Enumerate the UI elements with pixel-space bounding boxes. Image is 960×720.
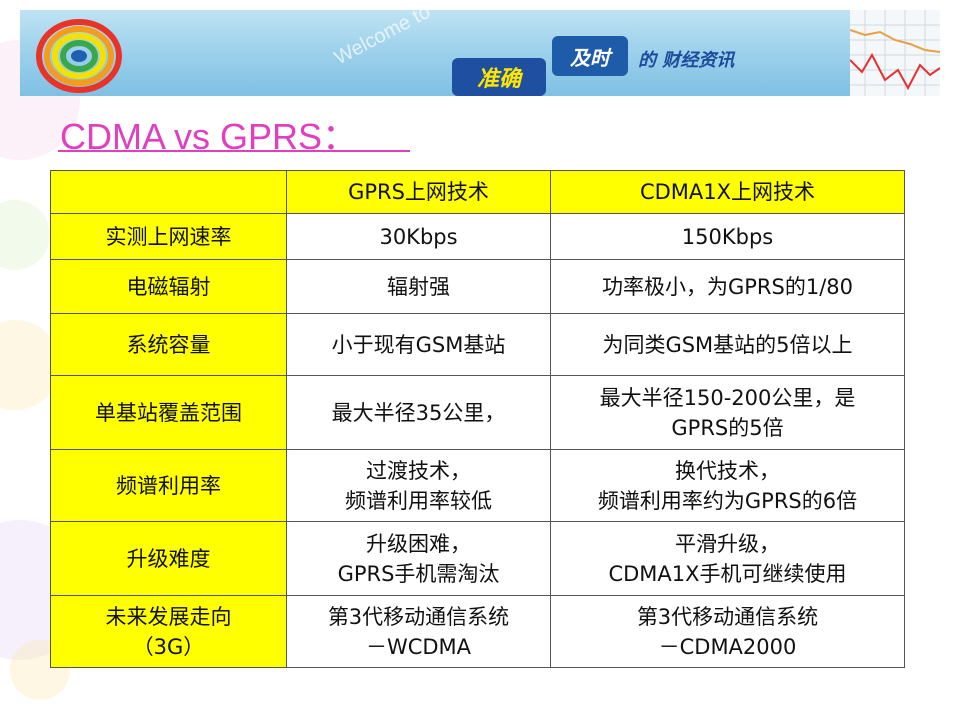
gprs-value-cell: 辐射强 xyxy=(286,259,551,314)
title-underline xyxy=(58,150,410,152)
badge-accurate: 准确 xyxy=(452,58,546,96)
cell-text-line: 功率极小，为GPRS的1/80 xyxy=(601,274,853,299)
cell-text-line: 频谱利用率 xyxy=(116,473,221,498)
gprs-value-cell: 第3代移动通信系统 －WCDMA xyxy=(286,595,551,668)
cell-text-line: 升级困难， xyxy=(366,531,471,556)
cell-text-line: 最大半径150-200公里，是 xyxy=(599,385,856,410)
cell-text-line: 30Kbps xyxy=(379,224,458,249)
cdma-value-cell: 平滑升级， CDMA1X手机可继续使用 xyxy=(550,521,905,596)
cdma-value-cell: 为同类GSM基站的5倍以上 xyxy=(550,313,905,376)
comparison-table: GPRS上网技术 CDMA1X上网技术 实测上网速率 30Kbps 150Kbps 电… xyxy=(50,170,905,668)
header-cell-empty xyxy=(50,170,287,214)
cell-text-line: 过渡技术， xyxy=(366,458,471,483)
cell-text-line: 升级难度 xyxy=(126,546,211,571)
table-row: 频谱利用率 过渡技术， 频谱利用率较低 换代技术， 频谱利用率约为GPRS的6倍 xyxy=(50,449,905,522)
table-row: 实测上网速率 30Kbps 150Kbps xyxy=(50,213,905,260)
table-row: 电磁辐射 辐射强 功率极小，为GPRS的1/80 xyxy=(50,259,905,314)
cdma-value-cell: 最大半径150-200公里，是 GPRS的5倍 xyxy=(550,375,905,450)
cell-text-line: 频谱利用率约为GPRS的6倍 xyxy=(597,488,858,513)
cell-text-line: －CDMA2000 xyxy=(658,634,797,659)
cell-text-line: 小于现有GSM基站 xyxy=(331,332,506,357)
gprs-value-cell: 升级困难， GPRS手机需淘汰 xyxy=(286,521,551,596)
table-header-row: GPRS上网技术 CDMA1X上网技术 xyxy=(50,170,905,214)
cell-text-line: （3G） xyxy=(132,634,205,659)
gprs-value-cell: 30Kbps xyxy=(286,213,551,260)
cell-text-line: 系统容量 xyxy=(126,332,211,357)
cell-text-line: －WCDMA xyxy=(365,634,472,659)
cdma-value-cell: 150Kbps xyxy=(550,213,905,260)
cell-text-line: 换代技术， xyxy=(675,458,780,483)
cdma-value-cell: 第3代移动通信系统 －CDMA2000 xyxy=(550,595,905,668)
cell-text-line: 频谱利用率较低 xyxy=(345,488,492,513)
cell-text-line: 平滑升级， xyxy=(675,531,780,556)
cell-text-line: 辐射强 xyxy=(387,274,450,299)
header-banner: Welcome to 及时 准确 的 财经资讯 xyxy=(20,10,940,96)
cell-text-line: 电磁辐射 xyxy=(126,274,211,299)
decor-bubble xyxy=(0,200,50,270)
cell-text-line: GPRS的5倍 xyxy=(671,415,784,440)
rainbow-rings-logo xyxy=(36,19,122,93)
cdma-value-cell: 功率极小，为GPRS的1/80 xyxy=(550,259,905,314)
row-label-cell: 单基站覆盖范围 xyxy=(50,375,287,450)
slide-title: CDMA vs GPRS： xyxy=(60,116,359,157)
cell-text-line: 实测上网速率 xyxy=(105,224,232,249)
table-row: 未来发展走向 （3G） 第3代移动通信系统 －WCDMA 第3代移动通信系统 －CDMA2… xyxy=(50,595,905,668)
cell-text-line: 第3代移动通信系统 xyxy=(636,604,819,629)
cell-text-line: 最大半径35公里， xyxy=(331,400,506,425)
header-cell-gprs: GPRS上网技术 xyxy=(286,170,551,214)
cdma-value-cell: 换代技术， 频谱利用率约为GPRS的6倍 xyxy=(550,449,905,522)
row-label-cell: 未来发展走向 （3G） xyxy=(50,595,287,668)
cell-text-line: 单基站覆盖范围 xyxy=(95,400,242,425)
cell-text-line: 150Kbps xyxy=(681,224,774,249)
row-label-cell: 升级难度 xyxy=(50,521,287,596)
table-row: 系统容量 小于现有GSM基站 为同类GSM基站的5倍以上 xyxy=(50,313,905,376)
stock-chart-icon xyxy=(850,10,940,96)
welcome-watermark: Welcome to xyxy=(330,10,435,70)
row-label-cell: 频谱利用率 xyxy=(50,449,287,522)
row-label-cell: 系统容量 xyxy=(50,313,287,376)
table-row: 升级难度 升级困难， GPRS手机需淘汰 平滑升级， CDMA1X手机可继续使用 xyxy=(50,521,905,596)
row-label-cell: 电磁辐射 xyxy=(50,259,287,314)
banner-tagline: 的 财经资讯 xyxy=(638,50,735,71)
table-row: 单基站覆盖范围 最大半径35公里， 最大半径150-200公里，是 GPRS的5倍 xyxy=(50,375,905,450)
row-label-cell: 实测上网速率 xyxy=(50,213,287,260)
cell-text-line: 第3代移动通信系统 xyxy=(327,604,510,629)
cell-text-line: GPRS手机需淘汰 xyxy=(337,561,500,586)
gprs-value-cell: 小于现有GSM基站 xyxy=(286,313,551,376)
cell-text-line: CDMA1X手机可继续使用 xyxy=(608,561,847,586)
badge-timely: 及时 xyxy=(552,36,628,76)
gprs-value-cell: 过渡技术， 频谱利用率较低 xyxy=(286,449,551,522)
header-cell-cdma: CDMA1X上网技术 xyxy=(550,170,905,214)
cell-text-line: 未来发展走向 xyxy=(105,604,232,629)
cell-text-line: 为同类GSM基站的5倍以上 xyxy=(602,332,853,357)
gprs-value-cell: 最大半径35公里， xyxy=(286,375,551,450)
